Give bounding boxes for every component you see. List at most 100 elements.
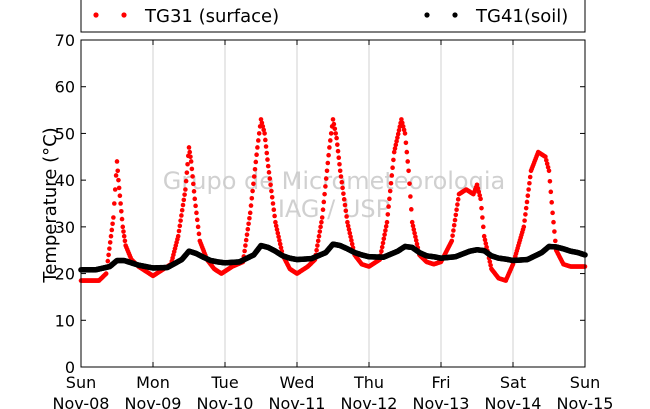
y-tick-label: 0 bbox=[65, 358, 75, 377]
data-point-interp bbox=[121, 229, 126, 234]
data-point-interp bbox=[109, 227, 115, 233]
data-point bbox=[449, 238, 455, 244]
data-point-interp bbox=[260, 124, 266, 129]
data-point-interp bbox=[524, 199, 530, 205]
data-point-interp bbox=[408, 194, 413, 199]
data-point-interp bbox=[345, 223, 351, 229]
data-point-interp bbox=[413, 238, 419, 243]
data-point-interp bbox=[263, 144, 269, 149]
data-point-interp bbox=[318, 224, 323, 230]
data-point bbox=[111, 215, 116, 220]
data-point bbox=[402, 131, 408, 136]
data-point-interp bbox=[383, 224, 389, 229]
y-tick-label: 40 bbox=[55, 171, 75, 190]
axis-layer: Sun Nov-08 Mon Nov-09 Tue Nov-10 Wed Nov-11 Thu N… bbox=[53, 31, 614, 409]
data-point-interp bbox=[243, 237, 249, 243]
data-point-interp bbox=[183, 178, 189, 184]
watermark-line-2: IAG / USP bbox=[278, 195, 390, 223]
data-point bbox=[183, 187, 188, 192]
data-point-interp bbox=[452, 217, 458, 223]
series-layer bbox=[78, 117, 588, 283]
data-point-interp bbox=[522, 218, 527, 223]
data-point-interp bbox=[315, 238, 321, 244]
data-point bbox=[478, 196, 483, 202]
data-point-interp bbox=[196, 231, 202, 237]
data-point-interp bbox=[547, 179, 553, 184]
data-point-interp bbox=[321, 199, 327, 205]
data-point-interp bbox=[394, 138, 399, 144]
data-point-interp bbox=[386, 204, 391, 209]
data-point-interp bbox=[251, 181, 256, 187]
data-point bbox=[406, 168, 411, 174]
data-point-interp bbox=[248, 203, 254, 208]
data-point-interp bbox=[349, 241, 355, 247]
data-point-interp bbox=[413, 234, 418, 240]
data-point-interp bbox=[387, 196, 392, 202]
x-tick-label-date: Nov-10 bbox=[197, 394, 254, 409]
data-point-interp bbox=[245, 226, 251, 232]
data-point bbox=[474, 182, 480, 188]
data-point-interp bbox=[343, 208, 349, 214]
data-point-interp bbox=[331, 121, 337, 127]
x-tick-label-date: Nov-09 bbox=[125, 394, 182, 409]
data-point-interp bbox=[476, 189, 482, 195]
data-point-interp bbox=[256, 131, 262, 136]
x-tick-label-date: Nov-15 bbox=[557, 394, 614, 409]
data-point bbox=[319, 215, 325, 220]
data-point-interp bbox=[545, 165, 551, 170]
data-point-interp bbox=[392, 146, 398, 151]
data-point-interp bbox=[479, 205, 484, 211]
x-tick-label-day: Sun bbox=[66, 373, 96, 392]
data-point-interp bbox=[116, 185, 122, 191]
data-point bbox=[391, 149, 397, 155]
data-point bbox=[521, 224, 527, 230]
data-point-interp bbox=[410, 223, 416, 229]
legend-marker-tg41-b bbox=[452, 12, 458, 18]
data-point-interp bbox=[107, 240, 113, 245]
data-point-interp bbox=[379, 244, 385, 250]
data-point-interp bbox=[381, 236, 387, 242]
data-point bbox=[399, 117, 404, 122]
data-point bbox=[481, 233, 487, 239]
data-point-interp bbox=[191, 189, 197, 194]
data-point-interp bbox=[261, 127, 267, 133]
data-point-interp bbox=[320, 207, 326, 213]
data-point-interp bbox=[450, 233, 455, 238]
y-axis-label: Temperature (°C) bbox=[40, 127, 61, 283]
data-point-interp bbox=[335, 142, 340, 147]
data-point bbox=[546, 168, 552, 174]
data-point-interp bbox=[316, 233, 322, 239]
data-point-interp bbox=[325, 160, 331, 166]
data-point bbox=[255, 145, 260, 150]
data-point-interp bbox=[112, 201, 117, 206]
data-point-interp bbox=[451, 223, 457, 228]
data-point bbox=[118, 201, 123, 206]
data-point-interp bbox=[184, 170, 190, 175]
data-point bbox=[247, 210, 253, 216]
data-point-interp bbox=[323, 176, 329, 181]
x-tick-label-day: Mon bbox=[136, 373, 170, 392]
data-point bbox=[116, 177, 121, 183]
data-point-interp bbox=[337, 161, 342, 167]
data-point-interp bbox=[340, 185, 345, 191]
data-point-interp bbox=[332, 126, 338, 132]
x-tick-label-day: Wed bbox=[280, 373, 315, 392]
data-point-interp bbox=[247, 215, 252, 221]
data-point-interp bbox=[411, 227, 417, 232]
data-point-interp bbox=[404, 149, 410, 155]
data-point-interp bbox=[328, 131, 334, 136]
data-point-interp bbox=[482, 237, 488, 243]
data-point-interp bbox=[453, 212, 459, 218]
data-point-interp bbox=[403, 140, 409, 146]
data-point-interp bbox=[250, 188, 255, 194]
data-point-interp bbox=[349, 238, 354, 243]
watermark: Grupo de Micrometeorologia IAG / USP bbox=[163, 167, 505, 223]
data-point-interp bbox=[255, 138, 261, 143]
data-point-interp bbox=[243, 243, 248, 248]
data-point-interp bbox=[122, 238, 128, 244]
data-point-interp bbox=[117, 193, 123, 199]
data-point bbox=[337, 168, 343, 174]
data-point-interp bbox=[251, 174, 257, 179]
data-point bbox=[120, 224, 126, 230]
data-point-interp bbox=[383, 228, 388, 233]
